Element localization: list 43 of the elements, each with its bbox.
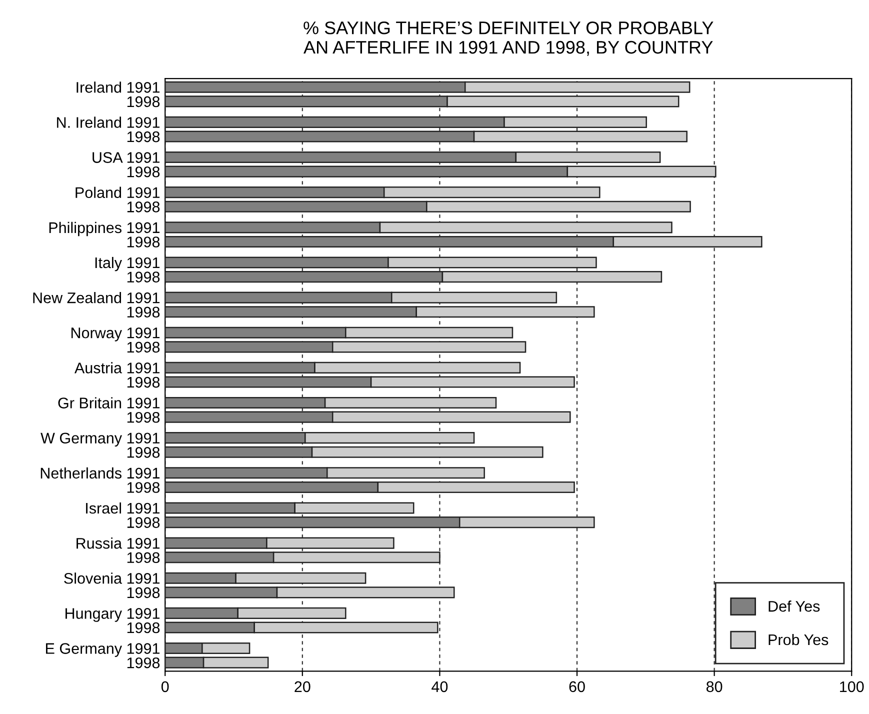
- legend-label: Prob Yes: [768, 634, 828, 646]
- y-tick-label: Israel 1991: [86, 502, 160, 514]
- y-tick-label: Russia 1991: [76, 538, 160, 549]
- y-tick-label: New Zealand 1991: [33, 292, 160, 304]
- y-tick-label: Ireland 1991: [76, 82, 160, 93]
- y-tick-label: Gr Britain 1991: [58, 397, 160, 408]
- y-tick-label: Italy 1991: [95, 256, 160, 272]
- y-tick-label: Slovenia 1991: [64, 572, 160, 584]
- x-tick-label: 60: [569, 681, 585, 692]
- y-tick-label: 1998: [127, 272, 160, 282]
- y-tick-label: Norway 1991: [71, 327, 160, 342]
- y-tick-label: Hungary 1991: [66, 608, 160, 622]
- y-tick-label: 1998: [127, 202, 160, 212]
- y-tick-label: 1998: [127, 96, 160, 108]
- y-tick-label: 1998: [127, 482, 160, 493]
- y-tick-label: Poland 1991: [76, 186, 160, 198]
- y-tick-label: N. Ireland 1991: [57, 116, 160, 128]
- y-tick-label: 1998: [127, 236, 160, 248]
- y-tick-label: 1998: [127, 552, 160, 564]
- y-tick-label: Austria 1991: [74, 362, 160, 374]
- x-tick-label: 0: [161, 681, 169, 692]
- legend-label: Def Yes: [768, 600, 820, 612]
- y-tick-label: Netherlands 1991: [40, 467, 160, 479]
- y-tick-label: 1998: [127, 447, 160, 458]
- y-tick-label: 1998: [127, 306, 160, 318]
- y-tick-label: E Germany 1991: [46, 643, 160, 657]
- x-tick-label: 100: [840, 681, 864, 692]
- x-tick-label: 40: [432, 681, 448, 692]
- y-tick-label: 1998: [127, 166, 160, 178]
- y-tick-label: W Germany 1991: [40, 432, 160, 447]
- y-tick-label: 1998: [127, 517, 160, 528]
- y-tick-label: 1998: [127, 622, 160, 634]
- y-tick-label: 1998: [127, 587, 160, 598]
- y-tick-label: 1998: [127, 131, 160, 142]
- y-tick-label: Philippines 1991: [49, 222, 160, 236]
- y-tick-label: 1998: [127, 342, 160, 353]
- y-tick-label: 1998: [127, 412, 160, 423]
- y-tick-label: 1998: [127, 376, 160, 388]
- x-tick-label: 80: [706, 681, 722, 692]
- y-tick-label: 1998: [127, 657, 160, 668]
- y-tick-label: USA 1991: [92, 152, 160, 163]
- chart-title: % SAYING THERE’S DEFINITELY OR PROBABLY AN AFTERLIFE IN 1991 AND 1998, BY COUNTRY: [304, 21, 714, 56]
- x-tick-label: 20: [294, 681, 310, 692]
